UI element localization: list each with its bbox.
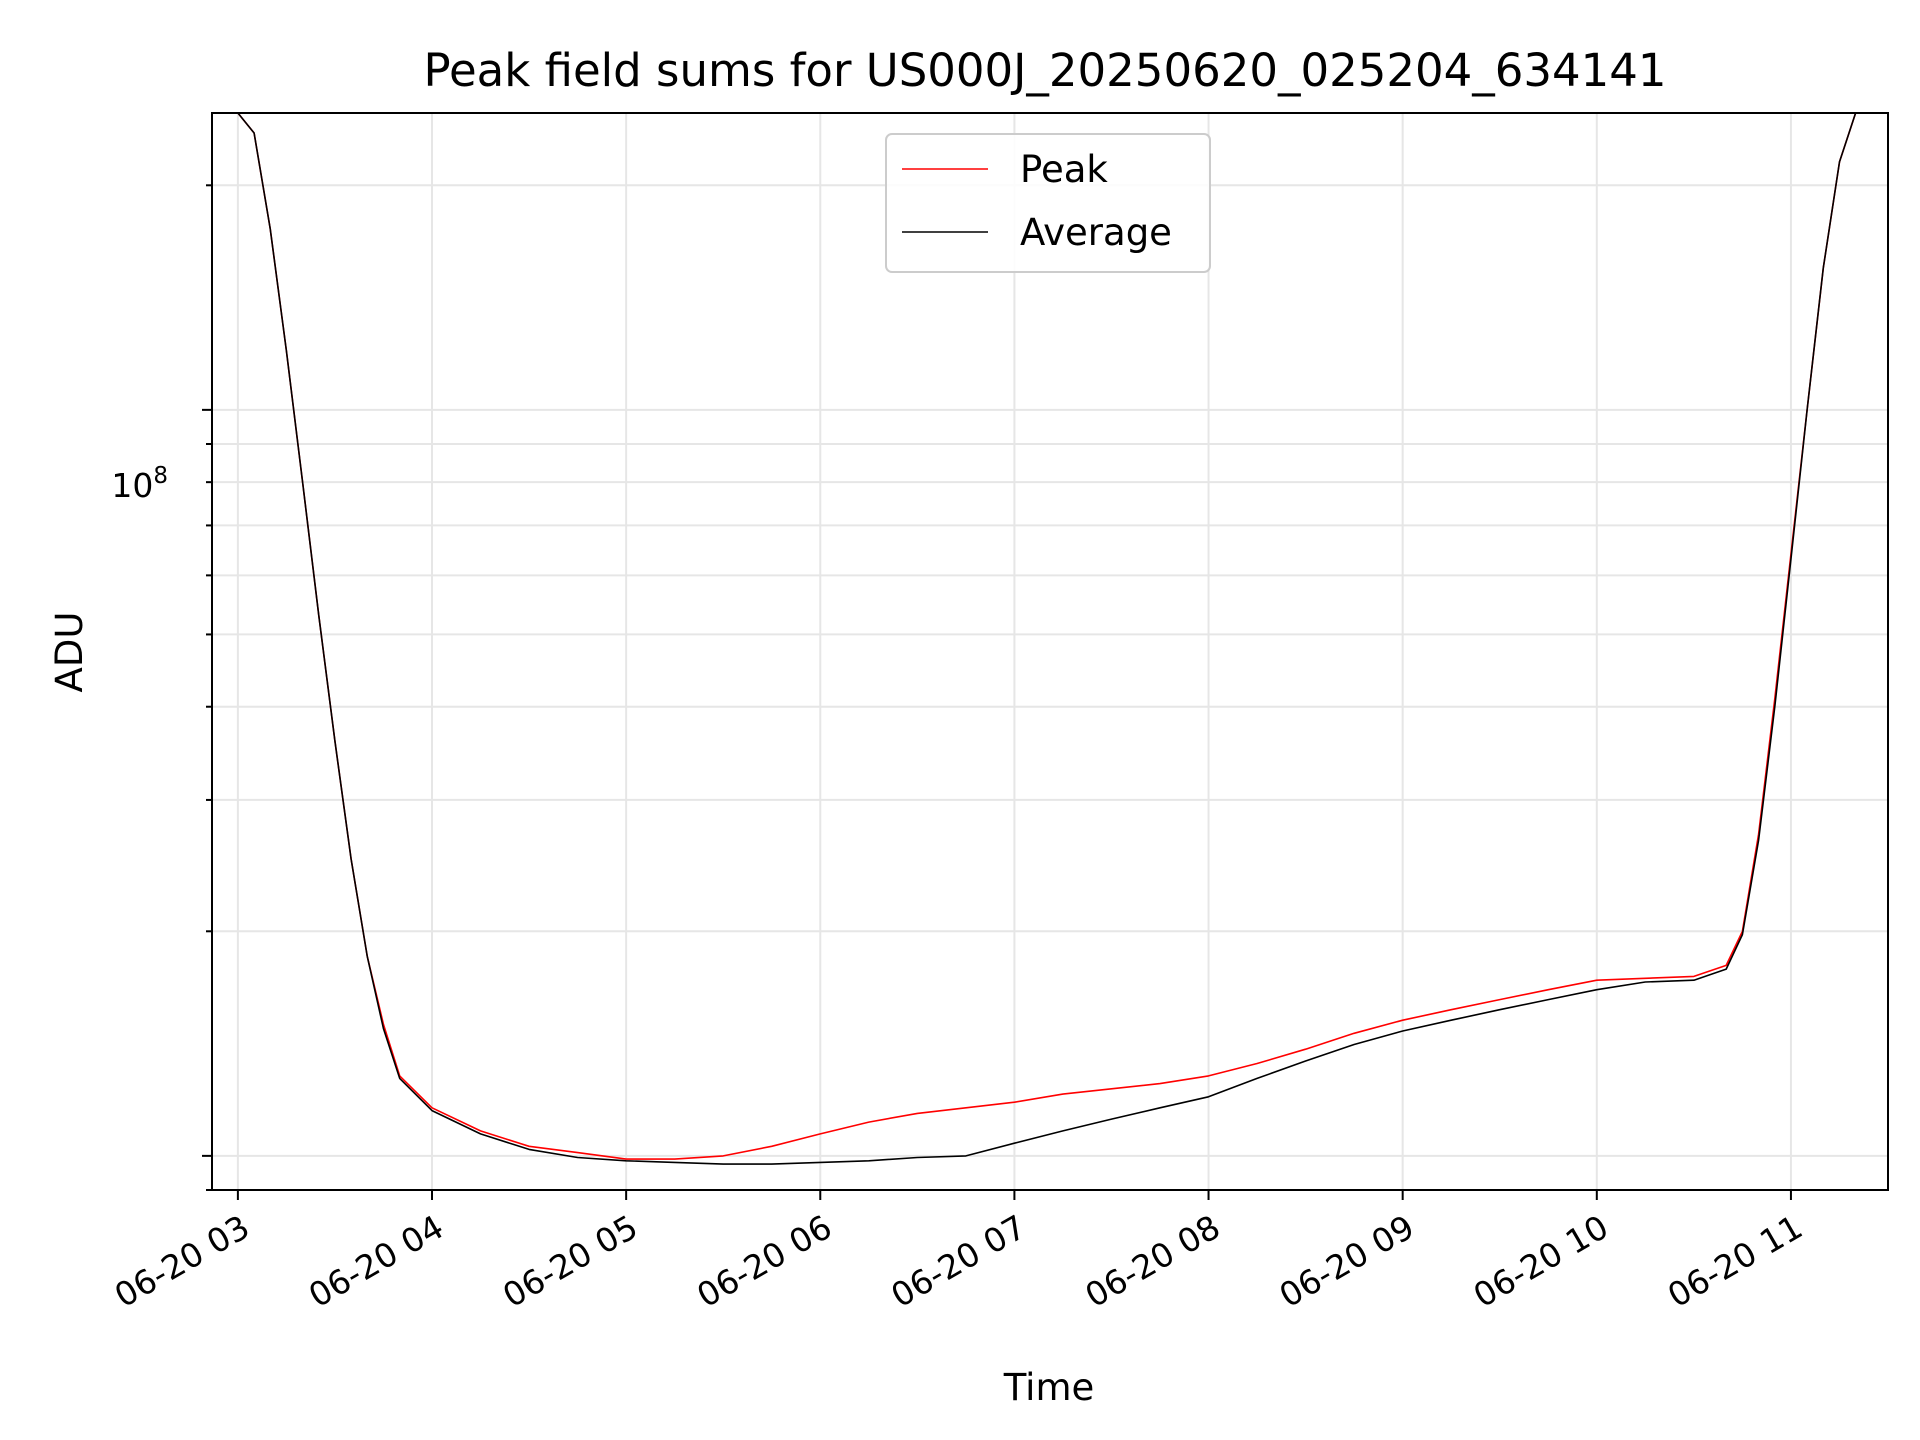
y-tick-label: 108 <box>111 463 168 505</box>
plot-frame <box>211 112 1889 1191</box>
y-axis-label: ADU <box>48 612 91 693</box>
legend-label-average: Average <box>1020 211 1172 254</box>
grid-lines <box>212 113 1888 1191</box>
series-lines <box>212 112 1888 1165</box>
series-line-average <box>212 112 1888 1165</box>
legend: Peak Average <box>885 133 1211 273</box>
x-axis-label: Time <box>1003 1366 1095 1409</box>
plot-area <box>211 112 1889 1191</box>
y-axis-ticks <box>202 184 212 1191</box>
legend-label-peak: Peak <box>1020 148 1108 191</box>
chart-title: Peak field sums for US000J_20250620_0252… <box>423 44 1666 97</box>
